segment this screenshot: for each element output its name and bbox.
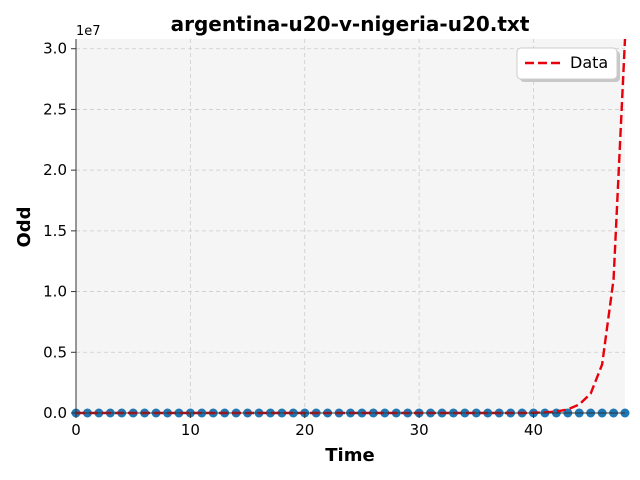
x-ticks: 0 10 20 30 40 [71,413,543,439]
x-tick-label: 0 [71,421,81,439]
y-ticks: 0.0 0.5 1.0 1.5 2.0 2.5 3.0 [43,40,76,422]
x-tick-label: 10 [181,421,200,439]
y-tick-label: 2.5 [43,100,67,118]
chart-title: argentina-u20-v-nigeria-u20.txt [171,12,530,36]
y-tick-label: 0.0 [43,404,67,422]
plot-area [76,39,625,413]
y-tick-label: 3.0 [43,40,67,58]
legend: Data [516,47,620,82]
y-tick-label: 1.0 [43,283,67,301]
legend-label: Data [570,53,608,72]
y-tick-label: 0.5 [43,343,67,361]
y-axis-label: Odd [14,206,35,247]
legend-box [516,47,618,80]
x-tick-label: 30 [410,421,429,439]
y-tick-label: 2.0 [43,161,67,179]
x-axis-label: Time [325,445,374,466]
y-tick-label: 1.5 [43,222,67,240]
y-offset-label: 1e7 [76,24,101,39]
x-tick-label: 20 [295,421,314,439]
x-tick-label: 40 [524,421,543,439]
grid [76,39,625,413]
